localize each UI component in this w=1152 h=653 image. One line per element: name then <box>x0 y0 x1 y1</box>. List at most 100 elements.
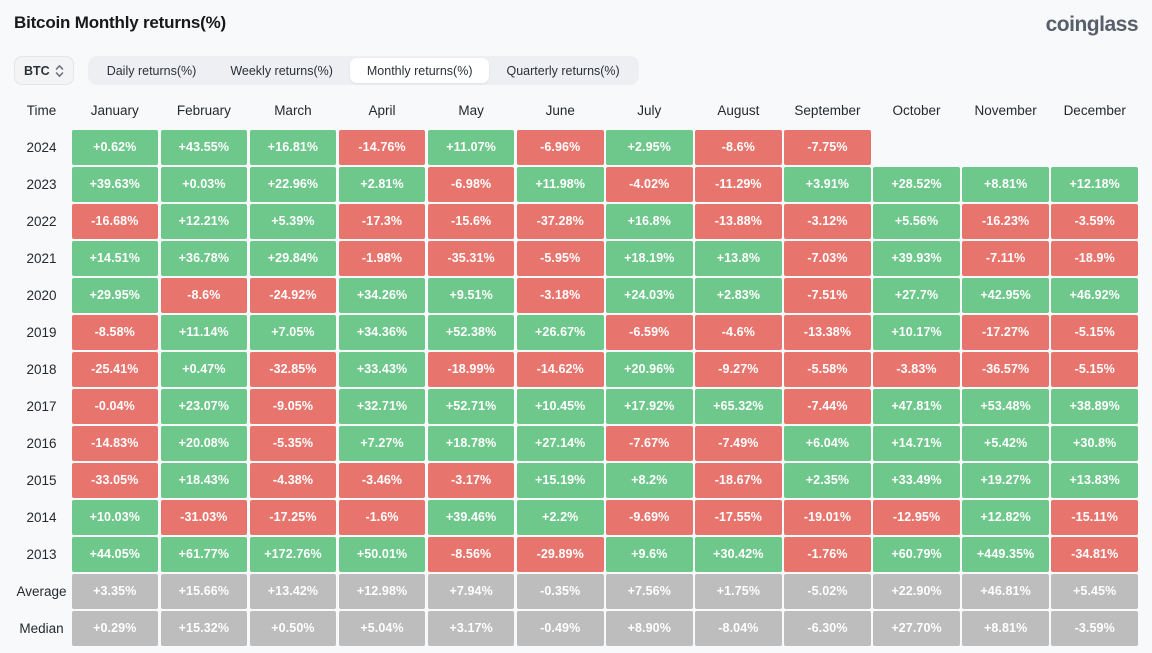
return-cell: +60.79% <box>873 537 960 572</box>
return-cell: +10.17% <box>873 315 960 350</box>
return-cell: +11.07% <box>427 130 515 165</box>
column-header: January <box>90 102 139 118</box>
return-cell: -25.41% <box>71 352 159 387</box>
return-cell: +22.96% <box>249 167 337 202</box>
return-cell: -17.3% <box>338 204 426 239</box>
tab-daily-returns[interactable]: Daily returns(%) <box>106 63 197 78</box>
return-cell: +9.6% <box>606 537 693 572</box>
return-cell: +28.52% <box>873 167 960 202</box>
return-cell: +16.81% <box>249 130 337 165</box>
row-label: 2018 <box>26 361 57 377</box>
return-cell: -29.89% <box>516 537 604 572</box>
return-cell: +20.08% <box>160 426 248 461</box>
return-cell: +34.36% <box>338 315 426 350</box>
return-cell: +5.39% <box>249 204 337 239</box>
return-cell: -24.92% <box>249 278 337 313</box>
return-cell: +39.46% <box>427 500 515 535</box>
return-cell: +16.8% <box>606 204 693 239</box>
row-label: 2024 <box>26 139 57 155</box>
return-cell <box>873 130 960 165</box>
return-cell: +5.04% <box>338 611 426 646</box>
row-label: Average <box>16 583 67 599</box>
return-cell: -33.05% <box>71 463 159 498</box>
chevron-updown-icon <box>55 64 64 78</box>
controls-row: BTC Daily returns(%) Weekly returns(%) Mon… <box>14 56 1138 85</box>
returns-table: Time January February March April May June July… <box>14 93 1138 646</box>
return-cell: +43.55% <box>160 130 248 165</box>
return-cell: -15.11% <box>1051 500 1138 535</box>
return-cell: -0.04% <box>71 389 159 424</box>
return-cell: +30.8% <box>1051 426 1138 461</box>
return-cell: +27.14% <box>516 426 604 461</box>
return-cell: -14.83% <box>71 426 159 461</box>
column-header: February <box>176 102 231 118</box>
return-cell: +44.05% <box>71 537 159 572</box>
return-cell: +36.78% <box>160 241 248 276</box>
return-cell: +14.51% <box>71 241 159 276</box>
tab-monthly-returns[interactable]: Monthly returns(%) <box>349 58 490 83</box>
return-cell: +172.76% <box>249 537 337 572</box>
return-cell: -5.15% <box>1051 315 1138 350</box>
return-cell: -4.02% <box>606 167 693 202</box>
return-cell: -3.46% <box>338 463 426 498</box>
return-cell: -6.30% <box>784 611 871 646</box>
tab-quarterly-returns[interactable]: Quarterly returns(%) <box>506 63 620 78</box>
return-cell: +2.2% <box>516 500 604 535</box>
return-cell: +0.62% <box>71 130 159 165</box>
return-cell: +3.35% <box>71 574 159 609</box>
return-cell: +6.04% <box>784 426 871 461</box>
return-cell: +8.90% <box>606 611 693 646</box>
return-cell: -16.23% <box>962 204 1049 239</box>
return-cell: -3.83% <box>873 352 960 387</box>
return-cell: -35.31% <box>427 241 515 276</box>
return-cell <box>962 130 1049 165</box>
page-title: Bitcoin Monthly returns(%) <box>14 13 227 32</box>
return-cell: +15.19% <box>516 463 604 498</box>
return-cell: +2.81% <box>338 167 426 202</box>
return-cell: +15.32% <box>160 611 248 646</box>
return-cell: +7.05% <box>249 315 337 350</box>
return-cell: +50.01% <box>338 537 426 572</box>
return-cell: +23.07% <box>160 389 248 424</box>
return-cell: +29.95% <box>71 278 159 313</box>
return-cell: -8.6% <box>160 278 248 313</box>
return-cell: +12.18% <box>1051 167 1138 202</box>
return-cell: -15.6% <box>427 204 515 239</box>
return-cell: -5.95% <box>516 241 604 276</box>
tab-weekly-returns[interactable]: Weekly returns(%) <box>230 63 333 78</box>
return-cell: +5.56% <box>873 204 960 239</box>
return-cell: +33.43% <box>338 352 426 387</box>
return-cell: +2.95% <box>606 130 693 165</box>
return-cell: -17.25% <box>249 500 337 535</box>
return-cell: +3.17% <box>427 611 515 646</box>
return-cell: +3.91% <box>784 167 871 202</box>
coinglass-logo: coinglass <box>1045 13 1139 36</box>
column-header: September <box>794 102 861 118</box>
return-cell: -6.96% <box>516 130 604 165</box>
return-cell: +22.90% <box>873 574 960 609</box>
return-cell: +20.96% <box>606 352 693 387</box>
return-cell: +9.51% <box>427 278 515 313</box>
return-cell: +10.45% <box>516 389 604 424</box>
return-cell: -6.98% <box>427 167 515 202</box>
symbol-selector[interactable]: BTC <box>14 56 74 85</box>
row-label: Median <box>19 620 64 636</box>
column-header: July <box>637 102 662 118</box>
column-header: November <box>974 102 1037 118</box>
return-cell: -7.49% <box>695 426 782 461</box>
row-label: 2023 <box>26 176 57 192</box>
return-cell: +47.81% <box>873 389 960 424</box>
return-cell: -18.67% <box>695 463 782 498</box>
return-cell: -18.99% <box>427 352 515 387</box>
return-cell: +27.7% <box>873 278 960 313</box>
return-cell: -3.12% <box>784 204 871 239</box>
return-cell: -5.58% <box>784 352 871 387</box>
return-cell: +11.98% <box>516 167 604 202</box>
return-cell: -18.9% <box>1051 241 1138 276</box>
return-cell: +65.32% <box>695 389 782 424</box>
return-cell: -11.29% <box>695 167 782 202</box>
return-cell: +29.84% <box>249 241 337 276</box>
return-cell: -7.51% <box>784 278 871 313</box>
column-header: May <box>458 102 484 118</box>
return-cell: -1.6% <box>338 500 426 535</box>
